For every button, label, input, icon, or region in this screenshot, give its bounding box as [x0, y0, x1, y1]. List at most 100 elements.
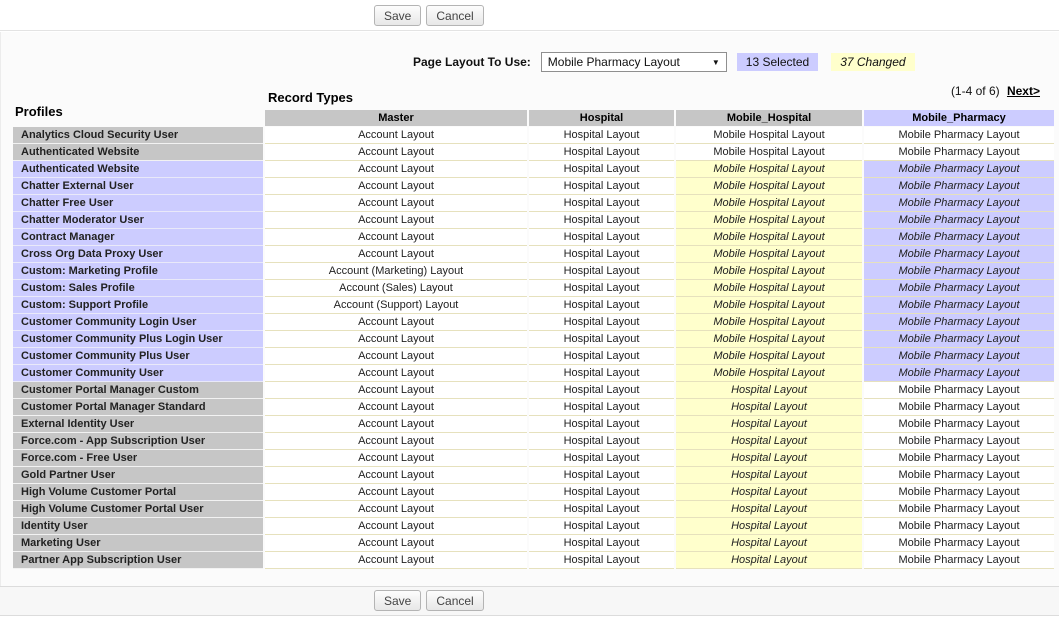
profile-cell[interactable]: Custom: Sales Profile: [13, 280, 263, 297]
layout-assignment-cell[interactable]: Mobile Hospital Layout: [676, 144, 862, 161]
profile-cell[interactable]: Authenticated Website: [13, 161, 263, 178]
layout-assignment-cell[interactable]: Account Layout: [265, 212, 527, 229]
layout-assignment-cell[interactable]: Mobile Hospital Layout: [676, 365, 862, 382]
layout-assignment-cell[interactable]: Hospital Layout: [529, 331, 674, 348]
layout-assignment-cell[interactable]: Account Layout: [265, 535, 527, 552]
layout-assignment-cell[interactable]: Account Layout: [265, 331, 527, 348]
layout-assignment-cell[interactable]: Mobile Pharmacy Layout: [864, 280, 1054, 297]
layout-assignment-cell[interactable]: Account Layout: [265, 348, 527, 365]
layout-assignment-cell[interactable]: Hospital Layout: [529, 365, 674, 382]
layout-assignment-cell[interactable]: Mobile Pharmacy Layout: [864, 195, 1054, 212]
layout-assignment-cell[interactable]: Hospital Layout: [676, 416, 862, 433]
layout-assignment-cell[interactable]: Mobile Hospital Layout: [676, 280, 862, 297]
layout-assignment-cell[interactable]: Hospital Layout: [676, 467, 862, 484]
layout-assignment-cell[interactable]: Mobile Hospital Layout: [676, 229, 862, 246]
layout-assignment-cell[interactable]: Hospital Layout: [676, 433, 862, 450]
layout-assignment-cell[interactable]: Hospital Layout: [529, 263, 674, 280]
profile-cell[interactable]: Analytics Cloud Security User: [13, 127, 263, 144]
layout-assignment-cell[interactable]: Mobile Pharmacy Layout: [864, 314, 1054, 331]
layout-assignment-cell[interactable]: Account Layout: [265, 314, 527, 331]
layout-assignment-cell[interactable]: Hospital Layout: [529, 144, 674, 161]
layout-assignment-cell[interactable]: Account (Support) Layout: [265, 297, 527, 314]
profile-cell[interactable]: Custom: Marketing Profile: [13, 263, 263, 280]
layout-assignment-cell[interactable]: Account Layout: [265, 144, 527, 161]
profile-cell[interactable]: High Volume Customer Portal User: [13, 501, 263, 518]
layout-assignment-cell[interactable]: Mobile Pharmacy Layout: [864, 365, 1054, 382]
layout-assignment-cell[interactable]: Account Layout: [265, 484, 527, 501]
layout-assignment-cell[interactable]: Hospital Layout: [529, 433, 674, 450]
profile-cell[interactable]: Force.com - App Subscription User: [13, 433, 263, 450]
layout-assignment-cell[interactable]: Hospital Layout: [529, 416, 674, 433]
profile-cell[interactable]: Chatter Moderator User: [13, 212, 263, 229]
layout-assignment-cell[interactable]: Hospital Layout: [529, 195, 674, 212]
layout-assignment-cell[interactable]: Mobile Pharmacy Layout: [864, 178, 1054, 195]
cancel-button[interactable]: Cancel: [426, 5, 484, 26]
layout-assignment-cell[interactable]: Hospital Layout: [676, 484, 862, 501]
next-page-link[interactable]: Next>: [1006, 84, 1040, 98]
profile-cell[interactable]: Customer Community Login User: [13, 314, 263, 331]
layout-assignment-cell[interactable]: Mobile Pharmacy Layout: [864, 518, 1054, 535]
layout-assignment-cell[interactable]: Hospital Layout: [529, 382, 674, 399]
layout-assignment-cell[interactable]: Account Layout: [265, 450, 527, 467]
layout-assignment-cell[interactable]: Hospital Layout: [529, 178, 674, 195]
profile-cell[interactable]: Customer Portal Manager Custom: [13, 382, 263, 399]
layout-assignment-cell[interactable]: Account Layout: [265, 246, 527, 263]
layout-assignment-cell[interactable]: Hospital Layout: [529, 246, 674, 263]
column-header-master[interactable]: Master: [265, 110, 527, 127]
layout-assignment-cell[interactable]: Mobile Hospital Layout: [676, 161, 862, 178]
profile-cell[interactable]: Partner App Subscription User: [13, 552, 263, 569]
profile-cell[interactable]: Authenticated Website: [13, 144, 263, 161]
profile-cell[interactable]: External Identity User: [13, 416, 263, 433]
cancel-button[interactable]: Cancel: [426, 590, 484, 611]
profile-cell[interactable]: Customer Portal Manager Standard: [13, 399, 263, 416]
layout-assignment-cell[interactable]: Hospital Layout: [529, 229, 674, 246]
layout-assignment-cell[interactable]: Hospital Layout: [676, 450, 862, 467]
layout-assignment-cell[interactable]: Hospital Layout: [529, 280, 674, 297]
layout-assignment-cell[interactable]: Mobile Pharmacy Layout: [864, 212, 1054, 229]
layout-assignment-cell[interactable]: Hospital Layout: [529, 467, 674, 484]
layout-assignment-cell[interactable]: Hospital Layout: [529, 535, 674, 552]
save-button[interactable]: Save: [374, 5, 422, 26]
layout-assignment-cell[interactable]: Mobile Hospital Layout: [676, 297, 862, 314]
save-button[interactable]: Save: [374, 590, 422, 611]
layout-assignment-cell[interactable]: Mobile Pharmacy Layout: [864, 348, 1054, 365]
layout-assignment-cell[interactable]: Account Layout: [265, 382, 527, 399]
layout-assignment-cell[interactable]: Mobile Pharmacy Layout: [864, 331, 1054, 348]
layout-assignment-cell[interactable]: Hospital Layout: [676, 535, 862, 552]
layout-assignment-cell[interactable]: Mobile Pharmacy Layout: [864, 161, 1054, 178]
column-header-mobile_pharmacy[interactable]: Mobile_Pharmacy: [864, 110, 1054, 127]
layout-assignment-cell[interactable]: Mobile Hospital Layout: [676, 331, 862, 348]
layout-assignment-cell[interactable]: Mobile Hospital Layout: [676, 127, 862, 144]
layout-assignment-cell[interactable]: Account Layout: [265, 178, 527, 195]
layout-assignment-cell[interactable]: Hospital Layout: [529, 484, 674, 501]
layout-assignment-cell[interactable]: Hospital Layout: [529, 297, 674, 314]
layout-assignment-cell[interactable]: Mobile Hospital Layout: [676, 178, 862, 195]
layout-assignment-cell[interactable]: Account Layout: [265, 229, 527, 246]
layout-assignment-cell[interactable]: Hospital Layout: [529, 399, 674, 416]
layout-assignment-cell[interactable]: Hospital Layout: [676, 552, 862, 569]
layout-assignment-cell[interactable]: Mobile Pharmacy Layout: [864, 263, 1054, 280]
column-header-mobile_hospital[interactable]: Mobile_Hospital: [676, 110, 862, 127]
layout-assignment-cell[interactable]: Account Layout: [265, 161, 527, 178]
layout-assignment-cell[interactable]: Hospital Layout: [529, 314, 674, 331]
layout-assignment-cell[interactable]: Mobile Pharmacy Layout: [864, 484, 1054, 501]
layout-assignment-cell[interactable]: Account Layout: [265, 399, 527, 416]
page-layout-select[interactable]: Mobile Pharmacy Layout ▼: [540, 52, 727, 72]
layout-assignment-cell[interactable]: Mobile Hospital Layout: [676, 263, 862, 280]
column-header-hospital[interactable]: Hospital: [529, 110, 674, 127]
layout-assignment-cell[interactable]: Hospital Layout: [529, 212, 674, 229]
layout-assignment-cell[interactable]: Hospital Layout: [676, 518, 862, 535]
layout-assignment-cell[interactable]: Hospital Layout: [676, 382, 862, 399]
layout-assignment-cell[interactable]: Mobile Pharmacy Layout: [864, 229, 1054, 246]
layout-assignment-cell[interactable]: Account Layout: [265, 501, 527, 518]
layout-assignment-cell[interactable]: Hospital Layout: [529, 161, 674, 178]
layout-assignment-cell[interactable]: Hospital Layout: [676, 501, 862, 518]
layout-assignment-cell[interactable]: Hospital Layout: [529, 127, 674, 144]
profile-cell[interactable]: Customer Community Plus User: [13, 348, 263, 365]
layout-assignment-cell[interactable]: Mobile Pharmacy Layout: [864, 416, 1054, 433]
profile-cell[interactable]: High Volume Customer Portal: [13, 484, 263, 501]
profile-cell[interactable]: Cross Org Data Proxy User: [13, 246, 263, 263]
layout-assignment-cell[interactable]: Account Layout: [265, 127, 527, 144]
layout-assignment-cell[interactable]: Mobile Hospital Layout: [676, 246, 862, 263]
layout-assignment-cell[interactable]: Account Layout: [265, 365, 527, 382]
